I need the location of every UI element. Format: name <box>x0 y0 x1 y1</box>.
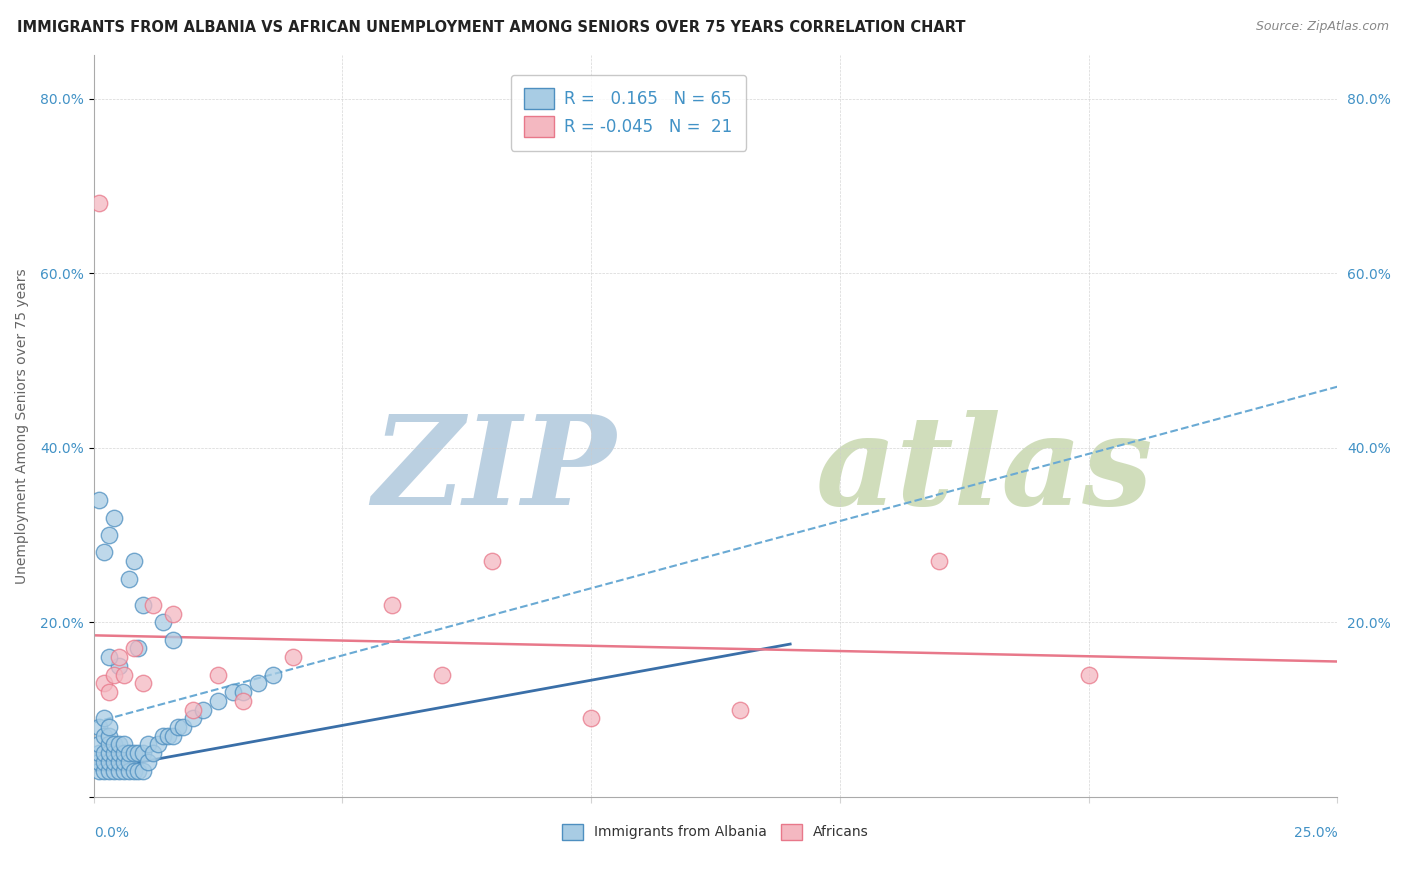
Point <box>112 667 135 681</box>
Text: 25.0%: 25.0% <box>1294 826 1337 840</box>
Point <box>87 493 110 508</box>
Point <box>93 729 115 743</box>
Point <box>430 667 453 681</box>
Point <box>97 685 120 699</box>
Point <box>162 632 184 647</box>
Legend: Immigrants from Albania, Africans: Immigrants from Albania, Africans <box>557 818 875 846</box>
Point <box>112 738 135 752</box>
Text: 0.0%: 0.0% <box>94 826 129 840</box>
Point <box>281 650 304 665</box>
Point <box>132 746 155 760</box>
Point <box>107 755 129 769</box>
Point <box>103 746 125 760</box>
Point <box>97 746 120 760</box>
Point <box>181 702 204 716</box>
Point <box>97 738 120 752</box>
Point <box>93 676 115 690</box>
Point <box>928 554 950 568</box>
Point <box>381 598 404 612</box>
Point <box>97 764 120 778</box>
Y-axis label: Unemployment Among Seniors over 75 years: Unemployment Among Seniors over 75 years <box>15 268 30 583</box>
Point <box>122 554 145 568</box>
Point <box>103 667 125 681</box>
Point <box>117 764 139 778</box>
Text: IMMIGRANTS FROM ALBANIA VS AFRICAN UNEMPLOYMENT AMONG SENIORS OVER 75 YEARS CORR: IMMIGRANTS FROM ALBANIA VS AFRICAN UNEMP… <box>17 20 966 35</box>
Point <box>112 746 135 760</box>
Point <box>246 676 269 690</box>
Point <box>112 764 135 778</box>
Point <box>730 702 752 716</box>
Point <box>207 667 229 681</box>
Point <box>103 755 125 769</box>
Point <box>103 764 125 778</box>
Point <box>112 755 135 769</box>
Point <box>117 572 139 586</box>
Point <box>93 711 115 725</box>
Point <box>232 685 254 699</box>
Point <box>122 641 145 656</box>
Point <box>87 738 110 752</box>
Point <box>122 746 145 760</box>
Point <box>181 711 204 725</box>
Point <box>152 615 174 630</box>
Point <box>481 554 503 568</box>
Point <box>232 694 254 708</box>
Point <box>162 607 184 621</box>
Point <box>579 711 602 725</box>
Text: atlas: atlas <box>815 409 1153 532</box>
Point <box>142 746 165 760</box>
Point <box>107 746 129 760</box>
Point <box>107 764 129 778</box>
Point <box>207 694 229 708</box>
Point <box>93 545 115 559</box>
Text: ZIP: ZIP <box>373 409 616 532</box>
Point <box>87 755 110 769</box>
Point <box>167 720 190 734</box>
Point <box>107 650 129 665</box>
Point <box>117 746 139 760</box>
Point <box>191 702 214 716</box>
Point <box>127 641 149 656</box>
Point <box>107 659 129 673</box>
Point <box>117 755 139 769</box>
Point <box>148 738 170 752</box>
Point <box>97 755 120 769</box>
Point <box>93 746 115 760</box>
Point <box>222 685 245 699</box>
Point <box>93 764 115 778</box>
Point <box>122 764 145 778</box>
Point <box>97 650 120 665</box>
Point <box>107 738 129 752</box>
Point <box>127 764 149 778</box>
Point <box>132 598 155 612</box>
Point <box>1077 667 1099 681</box>
Point <box>87 764 110 778</box>
Point <box>127 746 149 760</box>
Point <box>132 676 155 690</box>
Point <box>87 196 110 211</box>
Point <box>103 510 125 524</box>
Point <box>97 720 120 734</box>
Point <box>152 729 174 743</box>
Point <box>87 720 110 734</box>
Point <box>103 738 125 752</box>
Point <box>262 667 284 681</box>
Point <box>138 755 160 769</box>
Point <box>157 729 180 743</box>
Point <box>138 738 160 752</box>
Point <box>172 720 194 734</box>
Point <box>132 764 155 778</box>
Point <box>97 729 120 743</box>
Point <box>93 755 115 769</box>
Point <box>162 729 184 743</box>
Text: Source: ZipAtlas.com: Source: ZipAtlas.com <box>1256 20 1389 33</box>
Point <box>97 528 120 542</box>
Point <box>142 598 165 612</box>
Point <box>87 746 110 760</box>
